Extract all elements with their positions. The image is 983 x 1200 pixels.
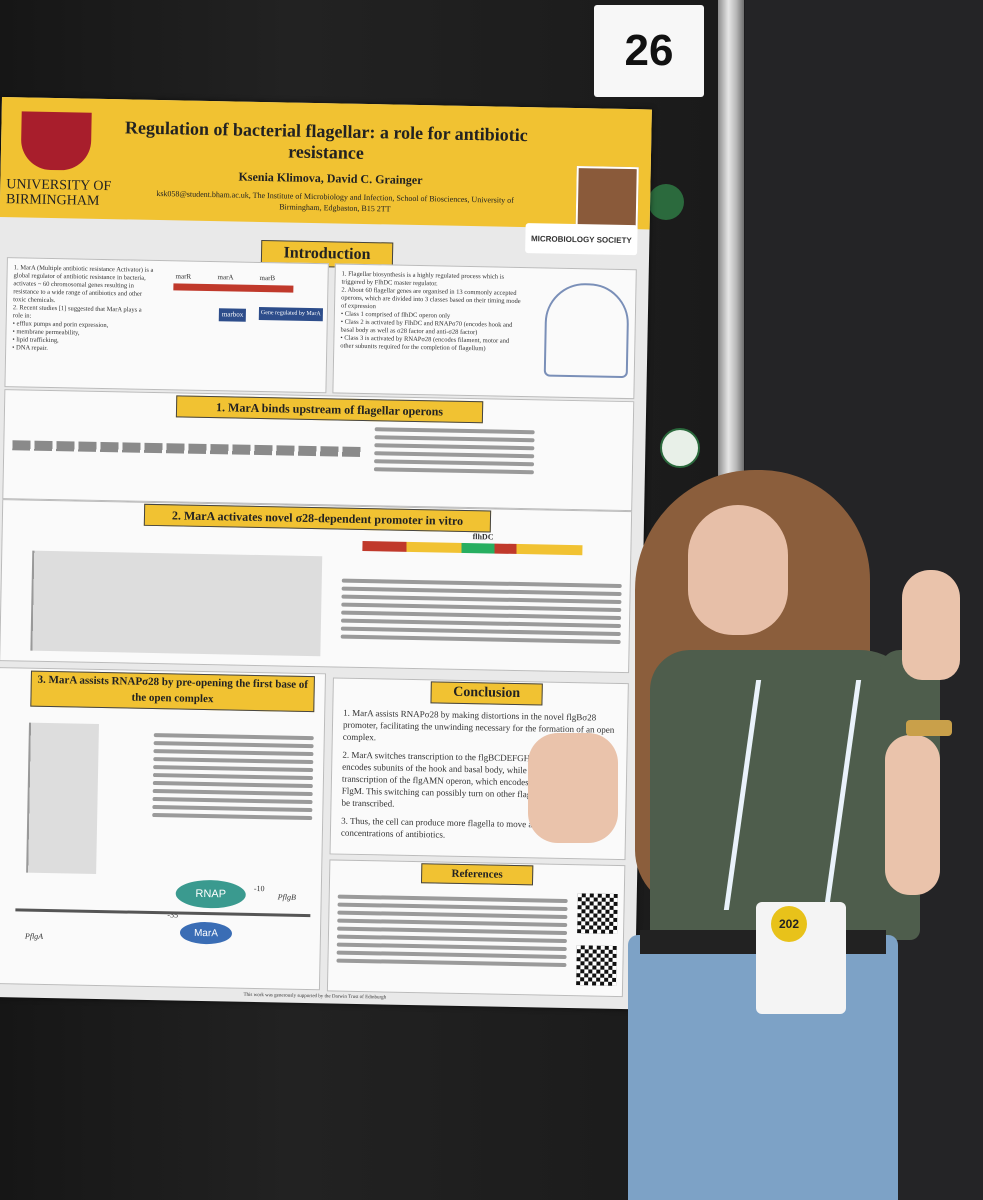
flagellum-diagram-icon [543,282,630,379]
mara-oval: MarA [179,921,233,945]
poster-title: Regulation of bacterial flagellar: a rol… [124,117,528,163]
poster: UNIVERSITY OF BIRMINGHAM Regulation of b… [0,97,652,1010]
marb-label: marB [259,273,276,283]
poster-authors: Ksenia Klimova, David C. Grainger [238,169,423,188]
section1-caption [373,423,535,478]
poster-banner: UNIVERSITY OF BIRMINGHAM Regulation of b… [0,97,652,230]
person-face [688,505,788,635]
section2-caption [340,575,622,648]
poster-affiliation: ksk058@student.bham.ac.uk, The Institute… [156,188,514,214]
regulated-gene-label: Gene regulated by MarA [258,306,324,322]
university-crest-icon [20,111,92,171]
promoter-scheme-b [362,541,583,556]
peace-sign-hand [528,733,618,843]
section3-box: RNAP MarA -10 -35 PflgB PflgA [0,667,326,991]
person-shirt [650,650,920,940]
minus10-label: -10 [253,883,265,894]
references-list [336,891,568,971]
footprint-gel [26,722,99,874]
marbox-label: marbox [218,308,247,322]
intro-left-box: 1. MarA (Multiple antibiotic resistance … [4,257,329,394]
intro-right-text: 1. Flagellar biosynthesis is a highly re… [340,270,521,353]
pflga-label: PflgA [24,931,44,941]
watch-icon [906,720,952,736]
badge-number: 202 [771,906,807,942]
poster-number-card: 26 [594,5,704,97]
flagellar-operon-arrows [12,440,363,457]
flhdc-label: flhDC [472,532,494,542]
sticker-white [660,428,700,468]
section3-heading: 3. MarA assists RNAPσ28 by pre-opening t… [30,670,315,713]
rnap-oval: RNAP [175,879,246,909]
person-forearm [885,735,940,895]
section3-caption [152,729,314,824]
mar-operon-arrow [173,283,294,293]
intro-left-text: 1. MarA (Multiple antibiotic resistance … [12,264,154,352]
intro-right-box: 1. Flagellar biosynthesis is a highly re… [332,263,637,400]
qr-code-icon [577,893,618,934]
pflgb-label: PflgB [277,892,296,902]
mara-label: marA [217,273,234,282]
peace-sign-hand [902,570,960,680]
university-name: UNIVERSITY OF BIRMINGHAM [5,177,112,209]
marr-label: marR [175,272,192,281]
references-heading: References [420,863,534,886]
qr-code-icon [576,945,617,986]
society-logo: MICROBIOLOGY SOCIETY [525,223,638,256]
author-photo [575,166,639,230]
gel-image-a [30,550,323,657]
sticker-green [648,184,684,220]
dna-sequence-line [15,908,311,918]
conclusion-heading: Conclusion [430,681,543,706]
